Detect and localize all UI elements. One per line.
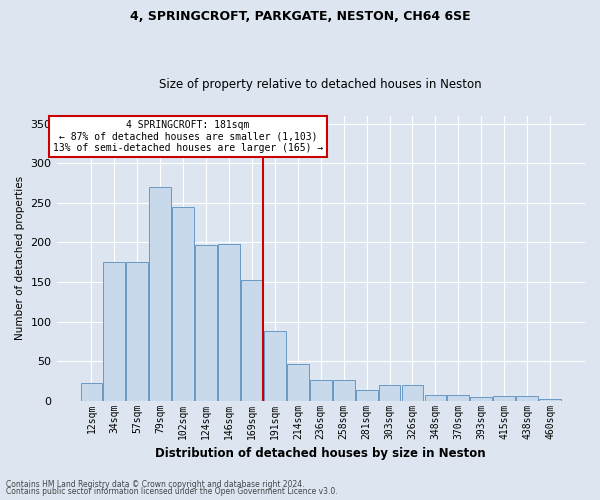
Bar xyxy=(80,383,103,400)
Bar xyxy=(264,331,286,400)
Bar xyxy=(470,396,492,400)
Bar xyxy=(218,244,240,400)
Bar xyxy=(539,399,561,400)
Bar xyxy=(103,262,125,400)
Bar xyxy=(241,280,263,400)
Bar xyxy=(149,187,171,400)
Bar xyxy=(356,390,377,400)
Text: Contains HM Land Registry data © Crown copyright and database right 2024.: Contains HM Land Registry data © Crown c… xyxy=(6,480,305,489)
X-axis label: Distribution of detached houses by size in Neston: Distribution of detached houses by size … xyxy=(155,447,486,460)
Bar xyxy=(333,380,355,400)
Text: 4 SPRINGCROFT: 181sqm
← 87% of detached houses are smaller (1,103)
13% of semi-d: 4 SPRINGCROFT: 181sqm ← 87% of detached … xyxy=(53,120,323,153)
Bar xyxy=(172,207,194,400)
Bar xyxy=(401,385,424,400)
Bar xyxy=(448,395,469,400)
Y-axis label: Number of detached properties: Number of detached properties xyxy=(15,176,25,340)
Title: Size of property relative to detached houses in Neston: Size of property relative to detached ho… xyxy=(160,78,482,91)
Bar xyxy=(195,245,217,400)
Bar xyxy=(425,395,446,400)
Bar xyxy=(516,396,538,400)
Text: 4, SPRINGCROFT, PARKGATE, NESTON, CH64 6SE: 4, SPRINGCROFT, PARKGATE, NESTON, CH64 6… xyxy=(130,10,470,23)
Text: Contains public sector information licensed under the Open Government Licence v3: Contains public sector information licen… xyxy=(6,487,338,496)
Bar xyxy=(493,396,515,400)
Bar xyxy=(127,262,148,400)
Bar xyxy=(310,380,332,400)
Bar xyxy=(287,364,309,401)
Bar xyxy=(379,385,400,400)
